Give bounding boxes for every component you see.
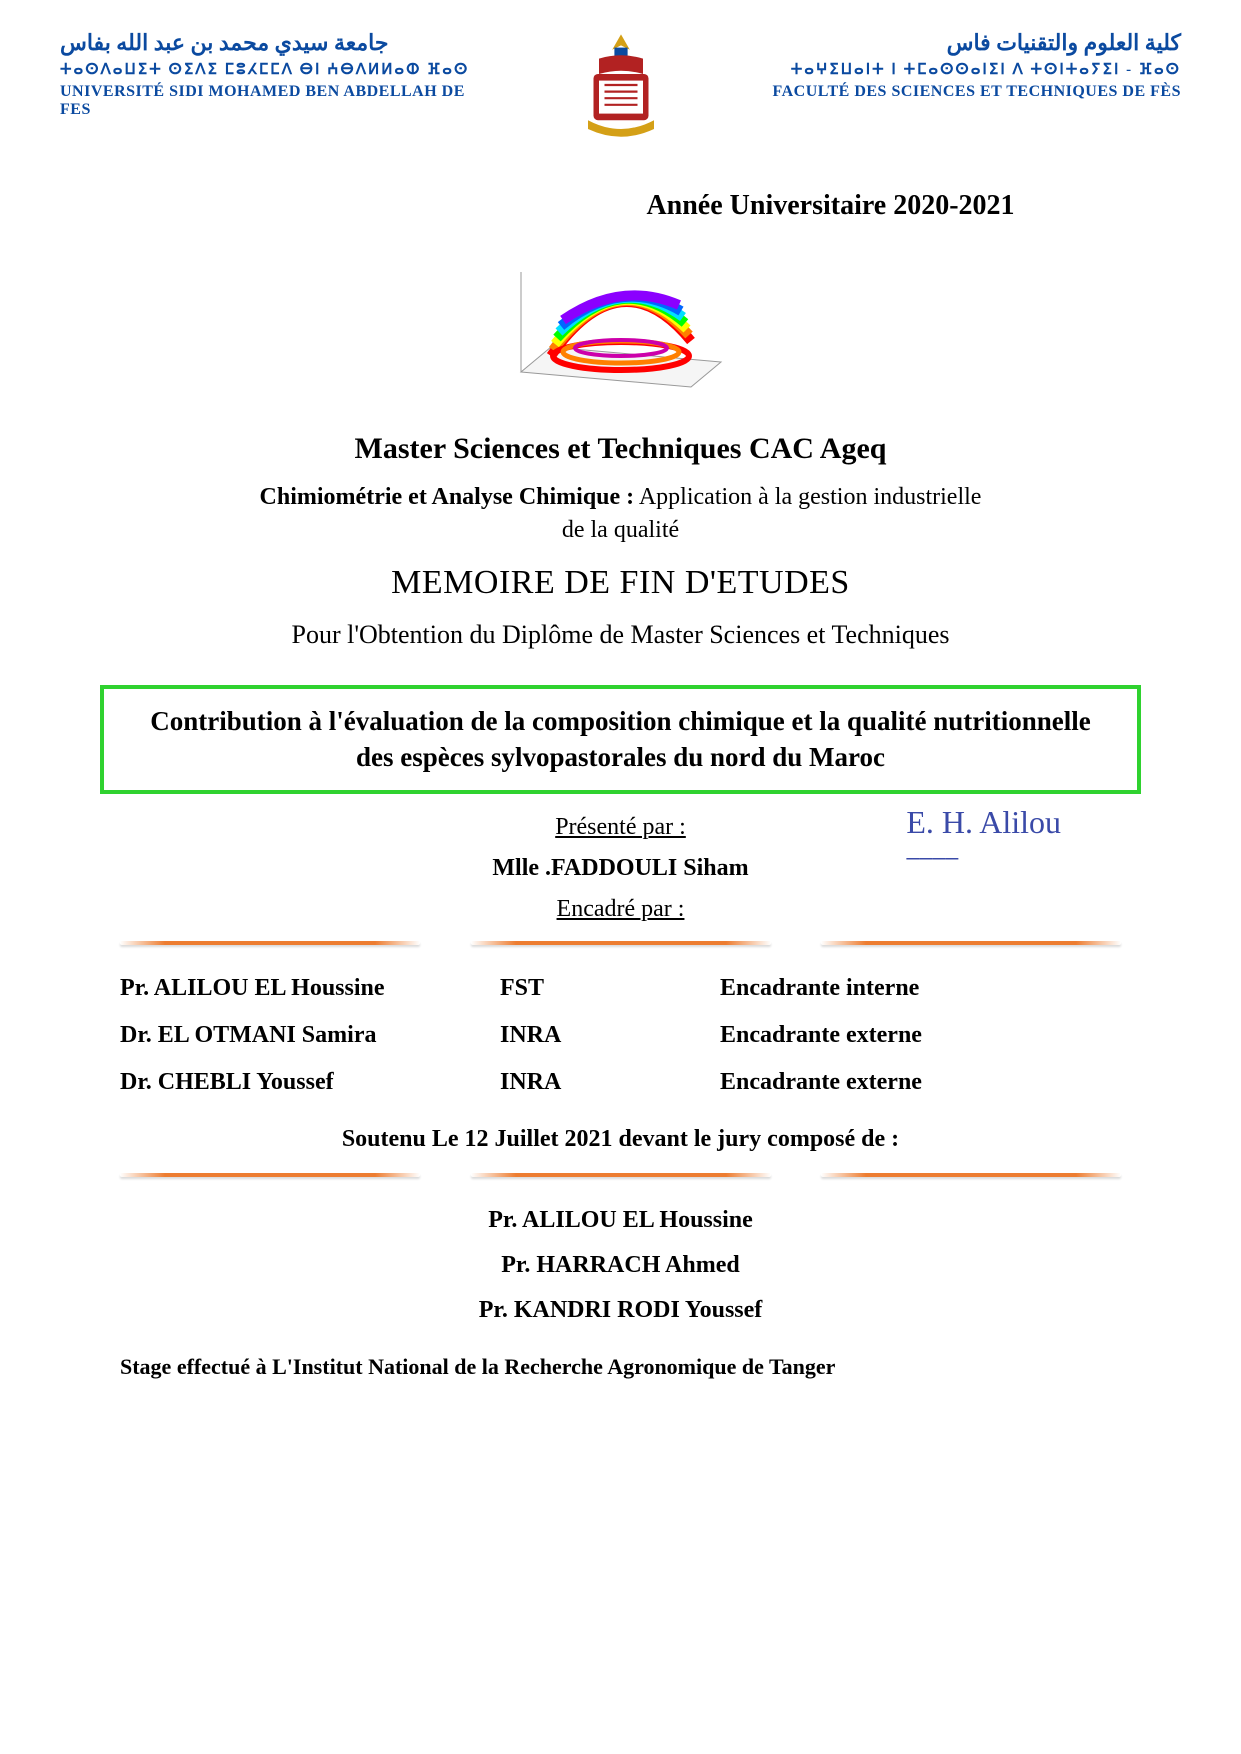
- jury-member: Pr. HARRACH Ahmed: [60, 1252, 1181, 1279]
- supervisor-role: Encadrante externe: [720, 1069, 1121, 1096]
- memoir-heading: MEMOIRE DE FIN D'ETUDES: [60, 564, 1181, 602]
- divider: [821, 1173, 1121, 1177]
- thesis-title-box: Contribution à l'évaluation de la compos…: [100, 685, 1141, 794]
- presented-by-label: Présenté par :: [555, 814, 686, 840]
- internship-line: Stage effectué à L'Institut National de …: [120, 1354, 1121, 1380]
- supervisor-row: Pr. ALILOU EL Houssine FST Encadrante in…: [120, 975, 1121, 1002]
- supervisor-name: Dr. EL OTMANI Samira: [120, 1022, 500, 1049]
- supervisor-row: Dr. CHEBLI Youssef INRA Encadrante exter…: [120, 1069, 1121, 1096]
- supervised-by-row: Encadré par :: [60, 896, 1181, 923]
- divider: [471, 941, 771, 945]
- defense-line: Soutenu Le 12 Juillet 2021 devant le jur…: [60, 1126, 1181, 1153]
- supervisor-name: Dr. CHEBLI Youssef: [120, 1069, 500, 1096]
- univ-name-latin: UNIVERSITÉ SIDI MOHAMED BEN ABDELLAH DE …: [60, 83, 500, 119]
- supervisor-name: Pr. ALILOU EL Houssine: [120, 975, 500, 1002]
- program-subtitle-1: Chimiométrie et Analyse Chimique : Appli…: [60, 484, 1181, 511]
- jury-member: Pr. ALILOU EL Houssine: [60, 1207, 1181, 1234]
- faculty-name-tifinagh: ⵜⴰⵖⵉⵡⴰⵏⵜ ⵏ ⵜⵎⴰⵙⵙⴰⵏⵉⵏ ⴷ ⵜⵙⵏⵜⴰⵢⵉⵏ - ⴼⴰⵙ: [741, 60, 1181, 79]
- signature-flourish: ⎯⎯⎯⎯: [906, 842, 958, 871]
- divider-row-1: [120, 941, 1121, 945]
- divider-row-2: [120, 1173, 1121, 1177]
- header-right: كلية العلوم والتقنيات فاس ⵜⴰⵖⵉⵡⴰⵏⵜ ⵏ ⵜⵎⴰ…: [741, 30, 1181, 101]
- jury-member: Pr. KANDRI RODI Youssef: [60, 1297, 1181, 1324]
- program-title: Master Sciences et Techniques CAC Ageq: [60, 432, 1181, 466]
- jury-list: Pr. ALILOU EL Houssine Pr. HARRACH Ahmed…: [60, 1207, 1181, 1324]
- supervisor-row: Dr. EL OTMANI Samira INRA Encadrante ext…: [120, 1022, 1121, 1049]
- university-logo-icon: [566, 30, 676, 140]
- univ-name-tifinagh: ⵜⴰⵙⴷⴰⵡⵉⵜ ⵙⵉⴷⵉ ⵎⵓⵃⵎⵎⴷ ⴱⵏ ⵄⴱⴷⵍⵍⴰⵀ ⴼⴰⵙ: [60, 60, 500, 79]
- supervisors-table: Pr. ALILOU EL Houssine FST Encadrante in…: [120, 975, 1121, 1096]
- supervisor-institution: FST: [500, 975, 720, 1002]
- program-subtitle-rest: Application à la gestion industrielle: [634, 484, 981, 510]
- obtention-line: Pour l'Obtention du Diplôme de Master Sc…: [60, 620, 1181, 650]
- page-header: جامعة سيدي محمد بن عبد الله بفاس ⵜⴰⵙⴷⴰⵡⵉ…: [60, 30, 1181, 140]
- presented-by-row: Présenté par : E. H. Alilou ⎯⎯⎯⎯: [60, 814, 1181, 841]
- header-left: جامعة سيدي محمد بن عبد الله بفاس ⵜⴰⵙⴷⴰⵡⵉ…: [60, 30, 500, 119]
- supervisor-institution: INRA: [500, 1069, 720, 1096]
- divider: [120, 1173, 420, 1177]
- program-subtitle-2: de la qualité: [60, 517, 1181, 544]
- academic-year: Année Universitaire 2020-2021: [480, 190, 1181, 222]
- supervisor-role: Encadrante interne: [720, 975, 1121, 1002]
- signature: E. H. Alilou ⎯⎯⎯⎯: [906, 806, 1061, 870]
- faculty-name-arabic: كلية العلوم والتقنيات فاس: [741, 30, 1181, 56]
- univ-name-arabic: جامعة سيدي محمد بن عبد الله بفاس: [60, 30, 500, 56]
- faculty-name-latin: FACULTÉ DES SCIENCES ET TECHNIQUES DE FÈ…: [741, 83, 1181, 101]
- divider: [120, 941, 420, 945]
- divider: [821, 941, 1121, 945]
- surface-plot-icon: [491, 232, 751, 402]
- supervisor-role: Encadrante externe: [720, 1022, 1121, 1049]
- signature-text: E. H. Alilou: [906, 804, 1061, 840]
- supervisor-institution: INRA: [500, 1022, 720, 1049]
- divider: [471, 1173, 771, 1177]
- thesis-title: Contribution à l'évaluation de la compos…: [150, 706, 1091, 772]
- supervised-by-label: Encadré par :: [557, 896, 685, 922]
- program-subtitle-bold: Chimiométrie et Analyse Chimique :: [260, 484, 635, 510]
